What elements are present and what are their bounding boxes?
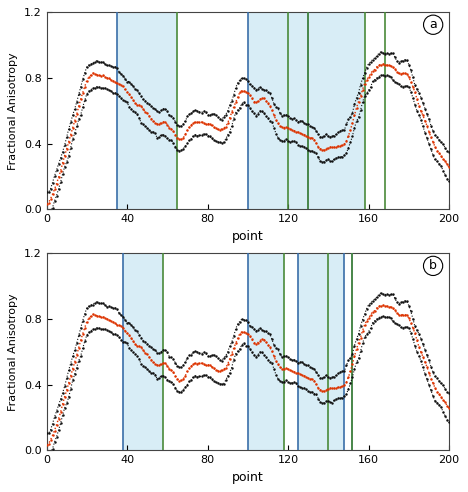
Bar	[298, 253, 344, 450]
Bar	[248, 253, 284, 450]
X-axis label: point: point	[232, 471, 263, 484]
Y-axis label: Fractional Anisotropy: Fractional Anisotropy	[8, 293, 18, 411]
X-axis label: point: point	[232, 230, 263, 243]
Text: a: a	[429, 18, 437, 31]
Text: b: b	[429, 259, 437, 273]
Y-axis label: Fractional Anisotropy: Fractional Anisotropy	[8, 52, 18, 170]
Bar	[123, 253, 163, 450]
Bar	[308, 12, 365, 209]
Bar	[117, 12, 177, 209]
Bar	[248, 12, 308, 209]
